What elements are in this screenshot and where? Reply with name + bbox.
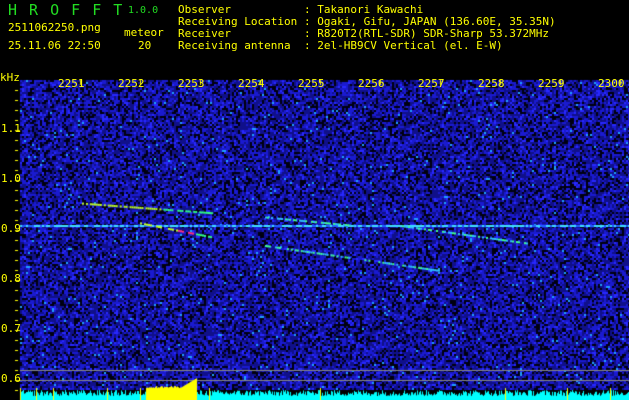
x-tick-label: 2254 xyxy=(238,77,265,90)
x-tick-label: 2256 xyxy=(358,77,385,90)
y-tick-label: 0.6 xyxy=(1,372,21,385)
info-value: : Takanori Kawachi xyxy=(304,3,424,16)
y-tick-label: 0.7 xyxy=(1,322,21,335)
meteor-count: 20 xyxy=(138,39,152,52)
info-value: : Ogaki, Gifu, JAPAN (136.60E, 35.35N) xyxy=(304,15,556,28)
x-tick-label: 2300 xyxy=(598,77,625,90)
datetime: 25.11.06 22:50 xyxy=(8,39,101,52)
meteor-label: meteor xyxy=(124,26,164,39)
info-value: : 2el-HB9CV Vertical (el. E-W) xyxy=(304,39,503,52)
x-tick-label: 2259 xyxy=(538,77,565,90)
info-label: Receiving Location xyxy=(178,15,298,28)
info-label: Receiving antenna xyxy=(178,39,291,52)
info-value: : R820T2(RTL-SDR) SDR-Sharp 53.372MHz xyxy=(304,27,550,40)
filename: 2511062250.png xyxy=(8,21,101,34)
y-axis-unit: kHz xyxy=(0,71,20,84)
x-tick-label: 2255 xyxy=(298,77,325,90)
y-tick-label: 0.8 xyxy=(1,272,21,285)
y-tick-label: 1.1 xyxy=(1,122,21,135)
y-tick-label: 1.0 xyxy=(1,172,21,185)
y-tick-label: 0.9 xyxy=(1,222,21,235)
x-tick-label: 2258 xyxy=(478,77,505,90)
x-tick-label: 2257 xyxy=(418,77,445,90)
x-tick-label: 2251 xyxy=(58,77,85,90)
info-label: Observer xyxy=(178,3,231,16)
x-tick-label: 2253 xyxy=(178,77,205,90)
info-label: Receiver xyxy=(178,27,231,40)
x-tick-label: 2252 xyxy=(118,77,145,90)
app-title: H R O F F T xyxy=(8,1,124,19)
app-version: 1.0.0 xyxy=(128,5,159,16)
